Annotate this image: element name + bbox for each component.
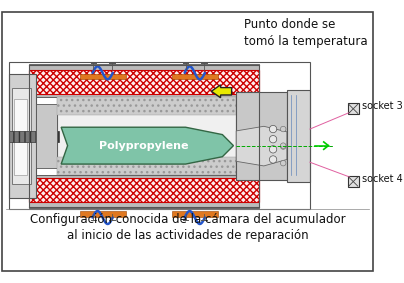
Bar [172,74,218,79]
Circle shape [269,156,277,163]
Bar [29,64,259,97]
Bar [236,92,287,180]
Bar [29,178,259,202]
Polygon shape [211,85,231,98]
Bar [57,97,236,175]
Bar [29,70,259,94]
Bar [29,70,259,94]
Text: Configuración conocida de la cámara del acumulador: Configuración conocida de la cámara del … [29,213,345,226]
Bar [80,211,126,216]
Circle shape [280,143,286,148]
Bar [172,211,218,216]
Bar [348,103,359,114]
Bar [57,157,236,175]
Bar [29,67,259,97]
Circle shape [280,126,286,132]
Text: Polypropylene: Polypropylene [99,141,189,151]
Bar [12,88,31,184]
Bar [29,178,259,202]
Bar [348,176,359,187]
Bar [29,175,259,208]
Bar [287,90,310,182]
Text: socket 3: socket 3 [362,101,403,111]
Bar [80,74,126,79]
Bar [57,97,236,115]
Polygon shape [61,127,234,164]
Circle shape [269,125,277,133]
Text: al inicio de las actividades de reparación: al inicio de las actividades de reparaci… [67,228,308,241]
Bar [29,70,259,94]
Text: Punto donde se
tomó la temperatura: Punto donde se tomó la temperatura [244,18,368,48]
Bar [36,104,57,168]
Bar [8,74,36,198]
Bar [8,62,310,209]
Circle shape [269,136,277,143]
Circle shape [280,144,286,149]
Bar [14,99,27,175]
Polygon shape [236,126,287,166]
Bar [29,175,259,205]
Text: socket 4: socket 4 [362,174,403,184]
Circle shape [280,160,286,166]
Bar [8,131,59,142]
Circle shape [269,146,277,153]
